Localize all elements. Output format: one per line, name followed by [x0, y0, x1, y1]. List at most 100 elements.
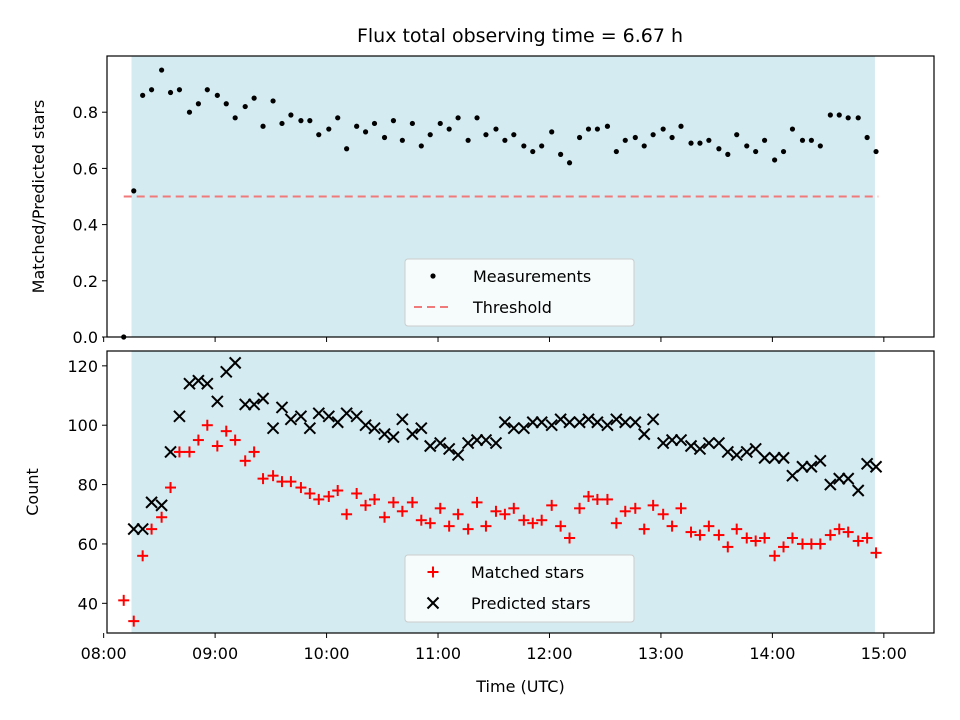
measurement-point: [836, 112, 842, 118]
measurement-point: [650, 132, 656, 138]
marker-stroke: [860, 457, 874, 471]
measurement-point: [799, 137, 806, 143]
measurement-point: [176, 87, 183, 93]
measurement-point: [167, 89, 174, 96]
matched-point: [239, 455, 251, 467]
matched-point: [396, 505, 408, 517]
x-tick-label: 09:00: [192, 644, 238, 663]
measurement-point: [549, 129, 555, 135]
matched-point: [713, 529, 725, 541]
measurement-point: [242, 103, 248, 110]
matched-point: [480, 520, 492, 532]
measurement-point: [808, 137, 814, 143]
predicted-point: [740, 445, 753, 459]
legend-label-predicted: Predicted stars: [471, 594, 591, 613]
measurement-point: [148, 87, 155, 93]
marker-stroke: [619, 416, 632, 429]
plot-frame: [106, 55, 935, 338]
measurement-point: [761, 137, 768, 143]
predicted-point: [461, 436, 475, 450]
predicted-point: [424, 439, 437, 453]
measurement-point: [734, 132, 740, 138]
marker-stroke: [674, 433, 688, 447]
predicted-point: [684, 439, 698, 453]
matched-point: [657, 508, 669, 520]
measurement-point: [817, 143, 823, 149]
matched-point: [546, 499, 558, 511]
marker-stroke: [489, 436, 503, 450]
plot-frame: [106, 350, 935, 634]
marker-stroke: [758, 451, 771, 465]
measurement-point: [539, 143, 545, 149]
predicted-point: [238, 398, 252, 411]
predicted-point: [814, 454, 827, 468]
predicted-point: [442, 442, 456, 456]
measurement-point: [521, 143, 527, 149]
measurement-point: [270, 98, 276, 104]
measurement-point: [622, 137, 628, 143]
matched-point: [508, 502, 520, 514]
marker-stroke: [238, 398, 252, 411]
y-tick-label: 60: [78, 535, 98, 554]
marker-stroke: [582, 413, 595, 426]
predicted-point: [145, 496, 158, 509]
measurement-point: [140, 92, 146, 98]
matched-point: [137, 550, 149, 562]
legend-label-matched: Matched stars: [471, 563, 584, 582]
predicted-point: [247, 398, 261, 411]
marker-stroke: [656, 436, 670, 450]
predicted-point: [852, 484, 865, 497]
legend-marker-predicted: [426, 596, 440, 610]
measurement-point: [131, 188, 137, 194]
matched-point: [861, 532, 873, 544]
legend-label-measurements: Measurements: [473, 267, 591, 286]
marker-stroke: [684, 439, 698, 453]
measurement-point: [465, 137, 471, 143]
measurement-point: [744, 143, 750, 149]
measurement-point: [780, 148, 787, 155]
measurement-point: [326, 126, 332, 132]
predicted-point: [322, 410, 336, 423]
marker-stroke: [396, 413, 409, 426]
marker-stroke: [517, 421, 531, 435]
marker-stroke: [228, 356, 242, 370]
y-tick-label: 0.8: [73, 103, 98, 122]
marker-stroke: [702, 436, 716, 450]
y-tick-label: 0.4: [73, 216, 98, 235]
measurement-point: [316, 132, 322, 138]
marker-stroke: [693, 442, 707, 456]
predicted-point: [777, 451, 790, 465]
matched-point: [518, 514, 530, 526]
predicted-stars-series: [127, 356, 883, 536]
marker-stroke: [665, 433, 679, 447]
predicted-point: [303, 421, 317, 435]
predicted-point: [266, 421, 280, 435]
marker-stroke: [768, 451, 781, 465]
measurement-point: [697, 140, 703, 146]
marker-stroke: [359, 419, 372, 432]
y-tick-label: 0.2: [73, 272, 98, 291]
y-axis-ticks: 0.0 0.2 0.4 0.6 0.8: [73, 103, 107, 347]
matched-point: [666, 520, 678, 532]
predicted-point: [535, 416, 548, 429]
matched-point: [220, 425, 232, 437]
marker-stroke: [211, 395, 224, 408]
measurement-point: [511, 132, 517, 138]
predicted-point: [136, 522, 149, 536]
legend: Measurements Threshold: [404, 258, 635, 327]
marker-stroke: [777, 451, 790, 465]
predicted-point: [489, 436, 503, 450]
matched-point: [610, 517, 622, 529]
marker-stroke: [183, 377, 196, 390]
marker-stroke: [638, 427, 651, 441]
measurement-point: [409, 120, 415, 127]
marker-stroke: [173, 410, 186, 423]
predicted-point: [256, 392, 270, 405]
x-tick-label: 10:00: [304, 644, 350, 663]
measurement-point: [716, 146, 722, 152]
matched-point: [694, 529, 706, 541]
marker-stroke: [749, 442, 762, 456]
x-axis-ticks: [103, 337, 885, 342]
y-tick-label: 80: [78, 476, 98, 495]
